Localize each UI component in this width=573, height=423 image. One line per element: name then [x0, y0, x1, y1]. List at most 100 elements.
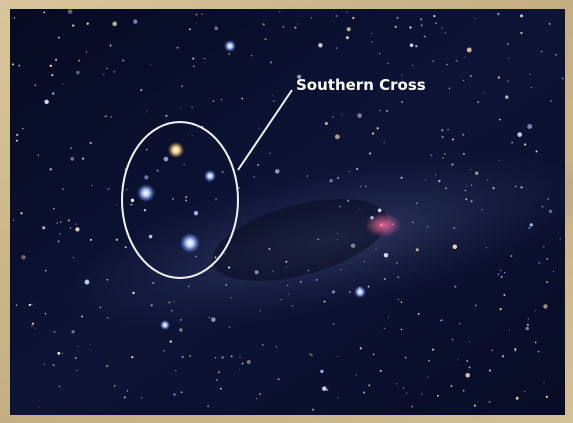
star [242, 362, 244, 364]
star [497, 13, 499, 15]
star [124, 396, 126, 398]
star [335, 15, 337, 17]
star [91, 185, 92, 186]
star [52, 92, 54, 94]
star [270, 61, 272, 63]
star [515, 186, 517, 188]
star [58, 37, 60, 39]
star [170, 340, 172, 342]
star [43, 11, 45, 13]
star [29, 304, 31, 306]
star [265, 38, 267, 40]
star [73, 257, 75, 259]
star [453, 244, 458, 249]
star [211, 317, 216, 322]
annotation-label: Southern Cross [296, 76, 426, 94]
star [346, 36, 349, 39]
star [499, 160, 500, 161]
star [225, 284, 227, 286]
star [204, 58, 205, 59]
star [368, 384, 370, 386]
star [501, 276, 503, 278]
star [441, 319, 443, 321]
star [221, 356, 223, 358]
star [456, 60, 458, 62]
star [464, 57, 465, 58]
photo-frame: Southern Cross [0, 0, 573, 423]
star [78, 346, 79, 347]
star [90, 239, 92, 241]
star [125, 246, 127, 248]
star [379, 110, 380, 111]
star [465, 373, 470, 378]
star [536, 150, 538, 152]
star [508, 58, 509, 59]
star [53, 208, 55, 210]
star [488, 401, 490, 403]
star [410, 43, 414, 47]
star [428, 360, 430, 362]
star [379, 53, 380, 54]
star [224, 40, 236, 52]
star [322, 386, 327, 391]
star [87, 23, 89, 25]
star [474, 405, 476, 407]
star [451, 163, 454, 166]
star [538, 262, 540, 264]
star [499, 119, 501, 121]
star [445, 187, 447, 189]
star [35, 328, 36, 329]
star [550, 100, 551, 101]
star [195, 256, 197, 258]
star [131, 199, 134, 202]
star [221, 171, 223, 173]
star [520, 14, 523, 17]
star [22, 128, 23, 129]
star [50, 65, 52, 67]
star [76, 223, 77, 224]
star [306, 175, 308, 177]
star [356, 375, 357, 376]
star [171, 310, 173, 312]
star [401, 329, 402, 330]
star [441, 129, 443, 131]
star [188, 286, 190, 288]
star [106, 68, 107, 69]
star [90, 142, 92, 144]
star [239, 369, 240, 370]
star [352, 17, 354, 19]
star [459, 323, 461, 325]
star [173, 301, 174, 302]
star [546, 258, 548, 260]
star [452, 139, 454, 141]
star [45, 313, 46, 314]
star [116, 205, 117, 206]
star [196, 23, 197, 24]
star [86, 279, 88, 281]
star [216, 379, 218, 381]
star [324, 301, 326, 303]
star [475, 172, 479, 176]
star [241, 98, 243, 100]
star [179, 328, 182, 331]
star [168, 142, 184, 158]
star [316, 279, 318, 281]
star [535, 310, 536, 311]
star [275, 169, 280, 174]
star [181, 85, 183, 87]
star [21, 255, 26, 260]
star [398, 299, 399, 300]
star [528, 227, 530, 229]
star [18, 65, 20, 67]
star [469, 366, 471, 368]
star [396, 383, 397, 384]
star [507, 80, 508, 81]
star [489, 369, 491, 371]
star [356, 168, 358, 170]
star [543, 304, 547, 308]
star [403, 387, 404, 388]
star [507, 43, 509, 45]
star [546, 396, 548, 398]
star [412, 221, 414, 223]
star [411, 406, 413, 408]
